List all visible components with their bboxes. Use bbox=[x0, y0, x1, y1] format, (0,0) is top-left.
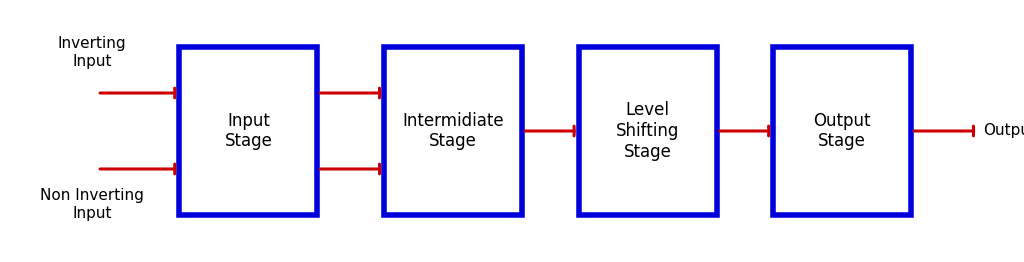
Text: Non Inverting
Input: Non Inverting Input bbox=[40, 188, 144, 221]
Bar bbox=[179, 47, 317, 215]
Text: Level
Shifting
Stage: Level Shifting Stage bbox=[616, 101, 679, 161]
Bar bbox=[773, 47, 911, 215]
Text: Input
Stage: Input Stage bbox=[224, 112, 272, 150]
Text: Output: Output bbox=[983, 123, 1024, 139]
Bar bbox=[384, 47, 522, 215]
Text: Intermidiate
Stage: Intermidiate Stage bbox=[402, 112, 504, 150]
Text: Inverting
Input: Inverting Input bbox=[57, 36, 127, 69]
Text: Output
Stage: Output Stage bbox=[813, 112, 871, 150]
Bar bbox=[579, 47, 717, 215]
